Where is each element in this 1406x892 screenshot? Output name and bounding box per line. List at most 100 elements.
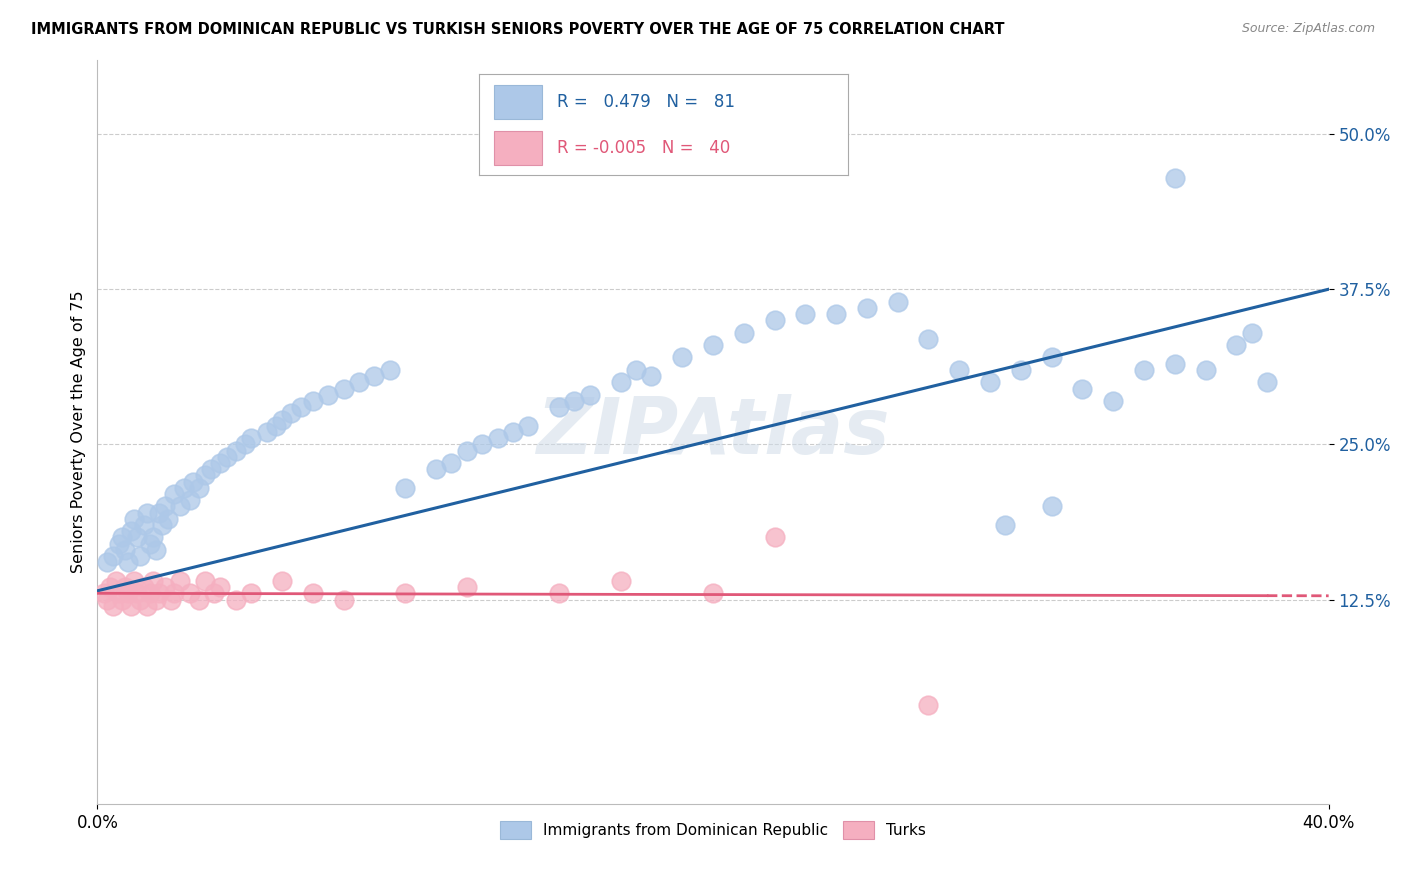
Point — [179, 586, 201, 600]
Point — [124, 574, 146, 588]
Point — [127, 531, 149, 545]
Point — [157, 512, 180, 526]
Point — [394, 586, 416, 600]
Point — [132, 580, 155, 594]
Point — [456, 443, 478, 458]
Point — [1040, 500, 1063, 514]
Point — [609, 574, 631, 588]
Point — [163, 487, 186, 501]
Point — [124, 512, 146, 526]
Point — [101, 549, 124, 563]
Point — [111, 592, 134, 607]
Point — [794, 307, 817, 321]
Point — [1164, 357, 1187, 371]
Point — [316, 388, 339, 402]
Point — [486, 431, 509, 445]
Point — [825, 307, 848, 321]
Point — [96, 592, 118, 607]
Point — [271, 574, 294, 588]
Point — [1194, 363, 1216, 377]
Point — [108, 536, 131, 550]
Point — [1040, 351, 1063, 365]
Point — [979, 376, 1001, 390]
Point — [425, 462, 447, 476]
Point — [948, 363, 970, 377]
Point — [640, 369, 662, 384]
Point — [917, 332, 939, 346]
Point — [93, 586, 115, 600]
Point — [702, 338, 724, 352]
Point — [332, 592, 354, 607]
Point — [169, 574, 191, 588]
Point — [209, 456, 232, 470]
Point — [763, 531, 786, 545]
Point — [1010, 363, 1032, 377]
Point — [181, 475, 204, 489]
Legend: Immigrants from Dominican Republic, Turks: Immigrants from Dominican Republic, Turk… — [494, 815, 932, 845]
Point — [733, 326, 755, 340]
Point — [120, 599, 142, 613]
Point — [135, 599, 157, 613]
Point — [1225, 338, 1247, 352]
Text: Source: ZipAtlas.com: Source: ZipAtlas.com — [1241, 22, 1375, 36]
Point — [127, 586, 149, 600]
Point — [142, 531, 165, 545]
Point — [200, 462, 222, 476]
Point — [1133, 363, 1156, 377]
Point — [138, 536, 160, 550]
Point — [114, 580, 136, 594]
Point — [129, 592, 152, 607]
Point — [160, 592, 183, 607]
Point — [98, 580, 121, 594]
Point — [153, 580, 176, 594]
Point — [225, 443, 247, 458]
Point — [150, 518, 173, 533]
Point — [1071, 382, 1094, 396]
Point — [378, 363, 401, 377]
Point — [1164, 170, 1187, 185]
Point — [135, 506, 157, 520]
Point — [209, 580, 232, 594]
Point — [671, 351, 693, 365]
Point — [1102, 393, 1125, 408]
Point — [138, 586, 160, 600]
Point — [187, 592, 209, 607]
Point — [114, 542, 136, 557]
Point — [129, 549, 152, 563]
Point — [117, 555, 139, 569]
Point — [148, 506, 170, 520]
Point — [120, 524, 142, 539]
Point — [187, 481, 209, 495]
Point — [194, 468, 217, 483]
Point — [145, 542, 167, 557]
Point — [111, 531, 134, 545]
Point — [104, 574, 127, 588]
Point — [702, 586, 724, 600]
Text: IMMIGRANTS FROM DOMINICAN REPUBLIC VS TURKISH SENIORS POVERTY OVER THE AGE OF 75: IMMIGRANTS FROM DOMINICAN REPUBLIC VS TU… — [31, 22, 1004, 37]
Point — [440, 456, 463, 470]
Point — [233, 437, 256, 451]
Point — [240, 586, 263, 600]
Point — [394, 481, 416, 495]
Point — [301, 586, 323, 600]
Point — [142, 574, 165, 588]
Point — [548, 400, 571, 414]
Y-axis label: Seniors Poverty Over the Age of 75: Seniors Poverty Over the Age of 75 — [72, 291, 86, 574]
Point — [264, 418, 287, 433]
Point — [101, 599, 124, 613]
Point — [1256, 376, 1278, 390]
Point — [215, 450, 238, 464]
Point — [548, 586, 571, 600]
Point — [301, 393, 323, 408]
Point — [194, 574, 217, 588]
Point — [271, 412, 294, 426]
Point — [886, 294, 908, 309]
Point — [169, 500, 191, 514]
Point — [994, 518, 1017, 533]
Point — [240, 431, 263, 445]
Point — [202, 586, 225, 600]
Point — [290, 400, 312, 414]
Point — [173, 481, 195, 495]
Point — [148, 586, 170, 600]
Point — [145, 592, 167, 607]
